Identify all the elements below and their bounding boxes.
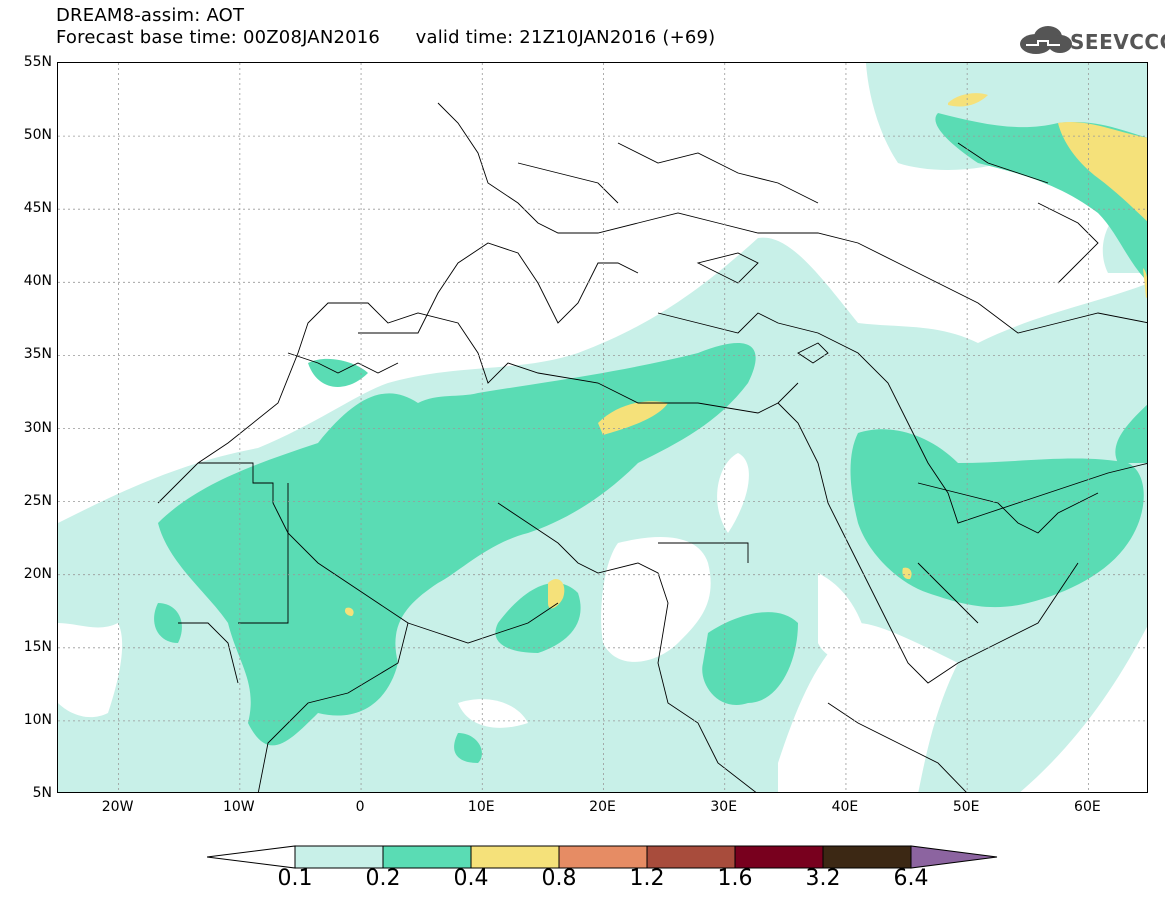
- gridlines: [58, 63, 1147, 792]
- forecast-times: Forecast base time: 00Z08JAN2016 valid t…: [56, 27, 716, 48]
- lon-tick-label: 60E: [1074, 799, 1101, 815]
- lat-tick-label: 5N: [32, 785, 52, 801]
- aot-map: [58, 63, 1147, 792]
- colorbar-swatch: [734, 845, 824, 869]
- cloud-icon: [1020, 26, 1072, 54]
- colorbar-tick-label: 0.4: [453, 866, 489, 891]
- colorbar-tick-label: 3.2: [805, 866, 841, 891]
- lon-tick-label: 20E: [589, 799, 616, 815]
- colorbar-tick-label: 1.2: [629, 866, 665, 891]
- colorbar: [207, 845, 998, 869]
- lat-tick-label: 55N: [23, 54, 52, 70]
- lat-tick-label: 30N: [23, 419, 52, 436]
- lon-tick-label: 10W: [222, 799, 255, 815]
- map-title: DREAM8-assim: AOT: [56, 5, 245, 26]
- lon-tick-label: 30E: [710, 799, 738, 815]
- lat-tick-label: 45N: [23, 200, 52, 217]
- logo-text: SEEVCCC: [1070, 30, 1165, 54]
- lat-tick-label: 35N: [23, 346, 52, 363]
- colorbar-high-arrow: [910, 845, 998, 869]
- colorbar-tick-label: 0.8: [541, 866, 577, 891]
- colorbar-swatch: [294, 845, 384, 869]
- colorbar-swatch: [382, 845, 472, 869]
- map-panel: [57, 62, 1148, 793]
- lat-tick-label: 20N: [23, 565, 52, 582]
- colorbar-tick-label: 0.1: [277, 866, 313, 891]
- lat-tick-label: 40N: [23, 273, 52, 290]
- lat-tick-label: 50N: [23, 127, 52, 144]
- colorbar-tick-label: 6.4: [893, 866, 929, 891]
- colorbar-tick-label: 0.2: [365, 866, 401, 891]
- aot-contour-0-4: [344, 93, 1147, 616]
- lat-tick-label: 15N: [23, 638, 52, 655]
- colorbar-swatch: [470, 845, 560, 869]
- colorbar-low-arrow: [207, 845, 296, 869]
- lat-tick-label: 25N: [23, 492, 52, 509]
- lon-tick-label: 40E: [831, 799, 859, 815]
- coastlines-borders: [157, 102, 1147, 792]
- colorbar-swatch: [646, 845, 736, 869]
- lon-tick-label: 20W: [101, 799, 134, 815]
- lat-tick-label: 10N: [23, 711, 52, 728]
- colorbar-swatch: [558, 845, 648, 869]
- lon-tick-label: 50E: [952, 799, 980, 815]
- colorbar-swatch: [822, 845, 912, 869]
- colorbar-tick-label: 1.6: [717, 866, 753, 891]
- lon-tick-label: 10E: [467, 799, 495, 815]
- lon-tick-label: 0: [355, 799, 365, 815]
